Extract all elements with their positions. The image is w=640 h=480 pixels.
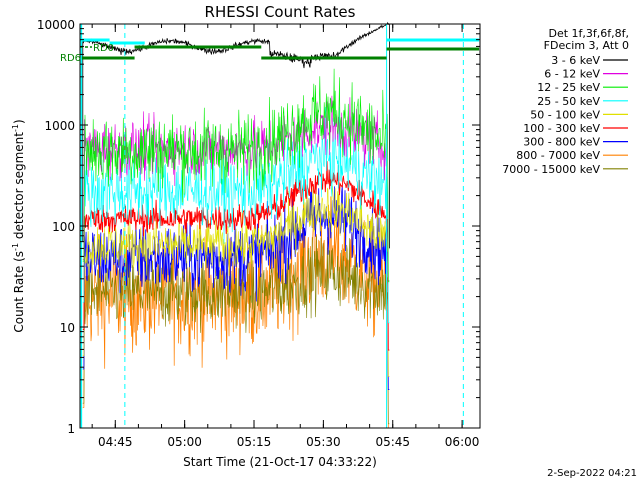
- rd6-label: RD6: [60, 53, 81, 64]
- series-line-0: [82, 21, 390, 249]
- legend-label-0: 3 - 6 keV: [551, 54, 600, 67]
- legend-label-5: 100 - 300 keV: [523, 122, 600, 135]
- series-line-8: [82, 236, 390, 425]
- y-tick-label-3: 1000: [44, 119, 75, 133]
- y-axis-label-exponent: -1: [11, 243, 20, 251]
- x-tick-label-4: 05:45: [375, 435, 410, 449]
- legend-header-decimation: FDecim 3, Att 0: [544, 39, 629, 52]
- legend-label-6: 300 - 800 keV: [523, 136, 600, 149]
- footer-date: 2-Sep-2022 04:21: [547, 468, 637, 479]
- legend-label-4: 50 - 100 keV: [530, 108, 600, 121]
- legend-label-8: 7000 - 15000 keV: [502, 163, 600, 176]
- x-axis-label: Start Time (21-Oct-17 04:33:22): [183, 455, 377, 469]
- rd0-label: RD0: [93, 43, 114, 54]
- y-axis-label-close: ): [12, 119, 26, 124]
- legend-label-1: 6 - 12 keV: [544, 68, 600, 81]
- series-line-3: [82, 106, 390, 324]
- x-tick-label-1: 05:00: [167, 435, 202, 449]
- series-line-4: [82, 184, 390, 377]
- x-tick-label-5: 06:00: [445, 435, 480, 449]
- y-tick-label-2: 100: [52, 220, 75, 234]
- legend-label-3: 25 - 50 keV: [537, 95, 600, 108]
- y-axis-label-main: Count Rate (s: [12, 251, 26, 333]
- y-tick-label-0: 1: [67, 422, 75, 436]
- x-tick-label-0: 04:45: [98, 435, 133, 449]
- legend: Det 1f,3f,6f,8f, FDecim 3, Att 0 3 - 6 k…: [502, 27, 629, 176]
- axes: 1 10 100 1000 10000 04:45 05:00 05:15 05:30 05:45…: [37, 18, 480, 449]
- x-tick-label-2: 05:15: [237, 435, 272, 449]
- series-line-2: [82, 68, 390, 283]
- chart-title: RHESSI Count Rates: [205, 3, 356, 21]
- series-line-6: [82, 184, 390, 391]
- y-axis-label: Count Rate (s-1 detector segment-1): [11, 119, 26, 332]
- y-tick-label-4: 10000: [37, 18, 75, 32]
- y-axis-label-exponent-2: -1: [11, 124, 20, 132]
- y-tick-label-1: 10: [60, 321, 75, 335]
- legend-label-2: 12 - 25 keV: [537, 81, 600, 94]
- x-tick-label-3: 05:30: [306, 435, 341, 449]
- y-axis-label-rest: detector segment: [12, 132, 26, 243]
- legend-header-detectors: Det 1f,3f,6f,8f,: [548, 27, 629, 40]
- legend-label-7: 800 - 7000 keV: [516, 149, 600, 162]
